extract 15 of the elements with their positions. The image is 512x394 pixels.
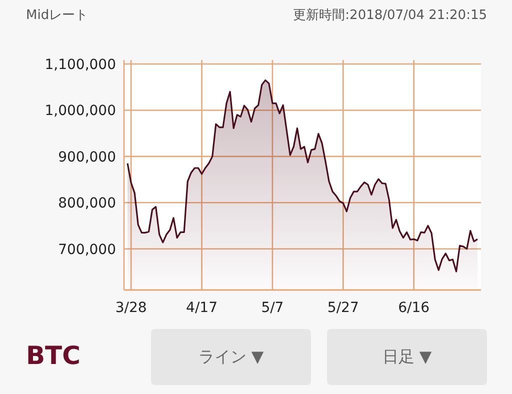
y-tick-label: 900,000	[58, 149, 116, 166]
y-tick-label: 1,100,000	[44, 57, 116, 73]
x-tick-label: 4/17	[186, 300, 218, 316]
button: 日足 ▼	[327, 329, 487, 385]
chart-title: Midレート	[26, 8, 88, 23]
text: BTC	[26, 341, 80, 370]
y-tick-label: 800,000	[58, 196, 116, 212]
y-tick-label: 1,000,000	[44, 103, 116, 120]
button: ライン ▼	[151, 329, 311, 385]
x-tick-label: 3/28	[115, 300, 147, 316]
x-tick-label: 5/7	[261, 300, 284, 316]
y-tick-label: 700,000	[58, 242, 116, 258]
x-tick-label: 6/16	[398, 300, 430, 316]
chart-subtitle: 更新時間:2018/07/04 21:20:15	[293, 8, 487, 23]
x-tick-label: 5/27	[327, 300, 359, 316]
